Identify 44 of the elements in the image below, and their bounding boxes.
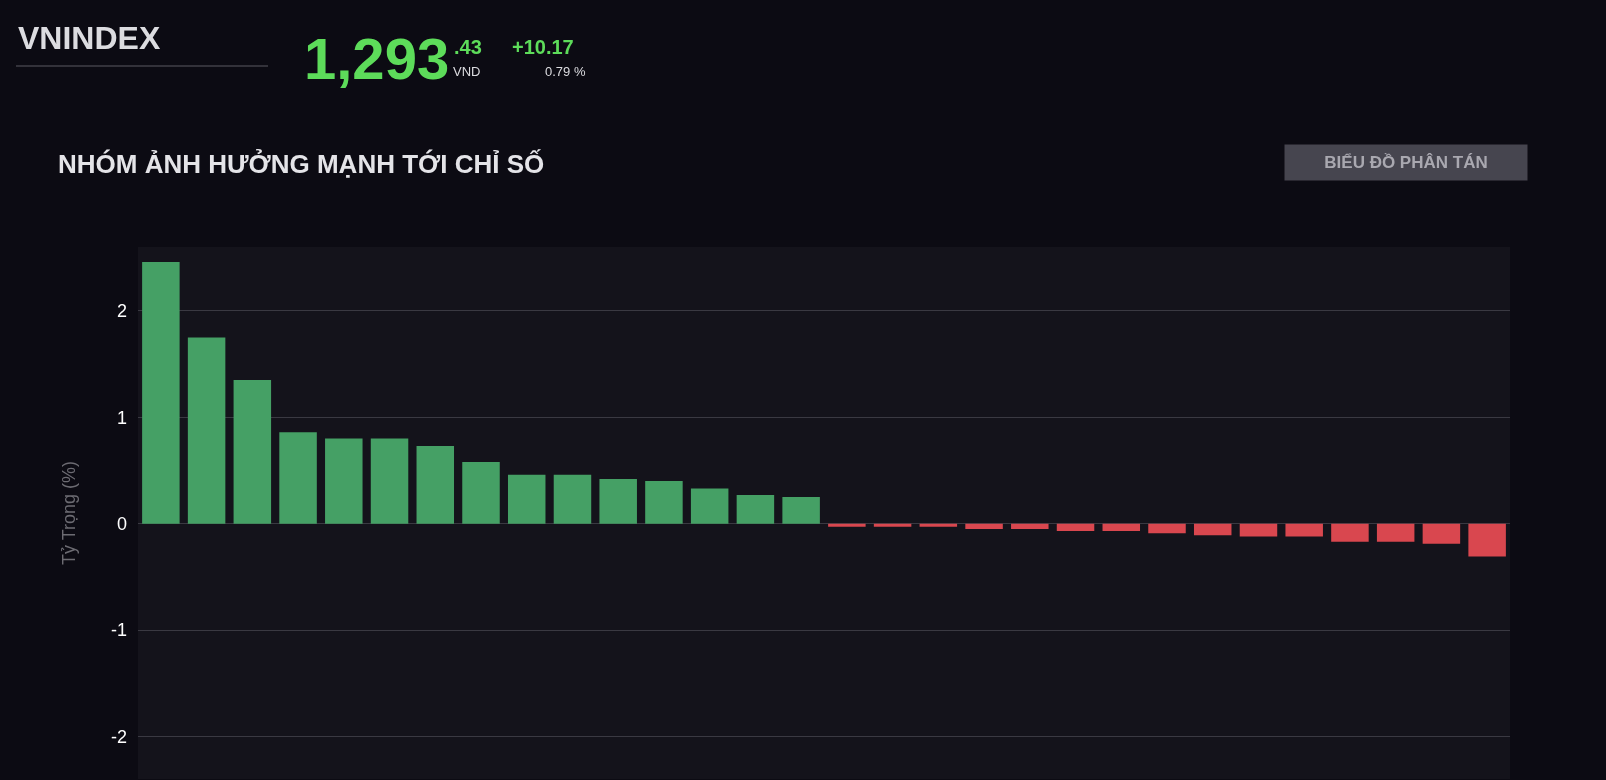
text: .43 <box>454 36 482 58</box>
text: VND <box>453 64 481 79</box>
text: +10.17 <box>512 36 574 58</box>
text: VNINDEX <box>18 20 161 56</box>
bar <box>965 523 1003 529</box>
y-tick-label: -2 <box>110 726 127 747</box>
bar <box>919 523 958 527</box>
y-tick-label: 1 <box>116 407 127 428</box>
bar <box>736 494 775 524</box>
bar <box>325 438 363 524</box>
bar <box>187 337 226 524</box>
text: 0.79 % <box>545 64 586 79</box>
bar <box>1193 523 1232 536</box>
y-tick-label: 2 <box>116 301 127 322</box>
y-tick-label: 0 <box>116 513 127 534</box>
bar <box>1331 523 1369 542</box>
bar <box>1239 523 1278 537</box>
bar <box>1285 523 1323 537</box>
bar <box>553 474 592 524</box>
bar <box>828 523 866 527</box>
bar <box>507 474 546 524</box>
bar <box>782 497 820 524</box>
bar <box>599 478 637 524</box>
bar <box>1011 523 1049 529</box>
bar <box>370 438 409 524</box>
bar <box>645 481 683 524</box>
bar <box>1376 523 1415 542</box>
chart-title: NHÓM ẢNH HƯỞNG MẠNH TỚI CHỈ SỐ <box>58 148 545 180</box>
bar <box>690 488 729 524</box>
bar <box>1468 523 1506 557</box>
bar <box>142 261 180 524</box>
bar <box>416 445 455 524</box>
y-tick-label: -1 <box>110 620 127 641</box>
bar <box>279 432 317 524</box>
bar <box>1422 523 1461 544</box>
bar <box>1056 523 1095 532</box>
text: 1,293 <box>304 26 450 91</box>
text: BIỂU ĐỒ PHÂN TÁN <box>1324 153 1488 172</box>
bar <box>873 523 912 527</box>
bar <box>233 380 272 524</box>
bar <box>1148 523 1186 534</box>
bar <box>1102 523 1141 532</box>
y-axis-title: Tỷ Trọng (%) <box>59 460 80 566</box>
bar <box>462 461 500 524</box>
